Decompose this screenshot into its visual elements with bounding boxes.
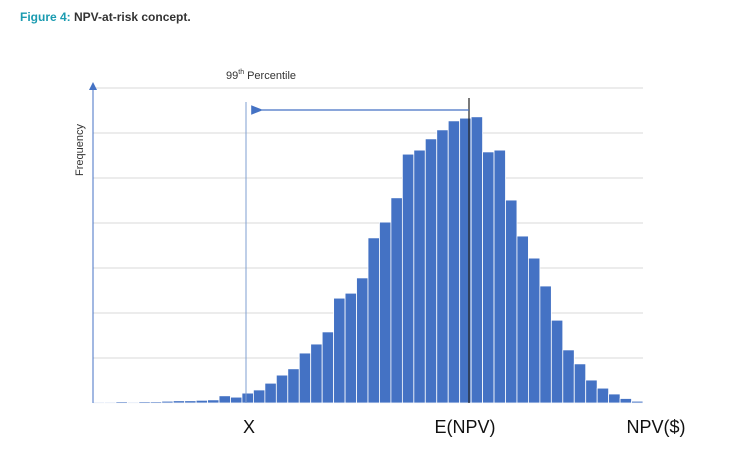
figure-label: Figure 4: [20,10,71,24]
annotation-number: 99 [226,70,238,82]
bar [608,393,621,404]
annotation-text: Percentile [247,70,296,82]
bar [344,292,357,404]
bar [413,149,426,404]
bar [104,401,117,404]
bar [619,398,632,404]
bar [390,197,403,404]
marker-label: E(NPV) [434,417,495,437]
bar [172,400,186,404]
bar [115,401,128,404]
bar [528,257,541,404]
bar [550,319,564,404]
bar [333,297,346,404]
bar [253,389,266,404]
bar [92,401,105,404]
bar [596,387,610,404]
bar [184,400,197,404]
bar [126,401,140,404]
bar [356,277,369,404]
bar [436,129,449,404]
bar [230,396,243,404]
bar [218,395,231,404]
bar [516,235,529,404]
chart-title: NPV-at-risk concept. [74,10,191,24]
bar [367,237,380,404]
bar [275,374,289,404]
bar [573,363,587,404]
bar [310,343,323,404]
bar [298,352,312,404]
bar [505,199,518,404]
bar [562,349,575,404]
y-axis-arrow [89,82,97,90]
bar [585,379,598,404]
bar [287,368,300,404]
bar [161,400,174,404]
bar [447,120,461,404]
bar [138,401,151,404]
bar [379,221,392,404]
bar [321,331,335,404]
annotation: 99th Percentile [226,69,296,82]
bar [207,399,220,404]
bar [149,401,163,404]
bar [241,392,254,404]
bar [482,151,495,404]
bar [195,399,208,404]
bar [631,400,644,404]
y-axis-label: Frequency [74,124,86,176]
figure-title: Figure 4: NPV-at-risk concept. [20,10,191,24]
bar [401,153,415,404]
bar [539,285,552,404]
bar [424,138,438,404]
bar [264,382,277,404]
bars [92,116,644,404]
marker-label: X [243,417,255,437]
marker-label: NPV($) [626,417,685,437]
annotation-suffix: th [238,69,244,76]
bar [470,116,483,404]
bar [493,149,506,404]
